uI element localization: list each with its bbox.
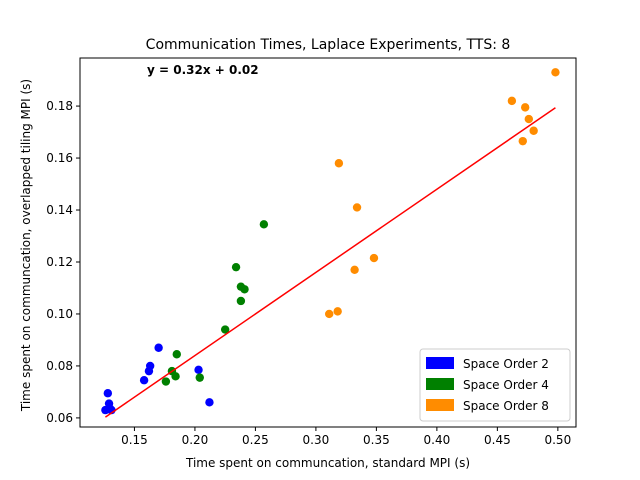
x-tick-label: 0.20 bbox=[182, 433, 209, 447]
data-point bbox=[518, 136, 527, 146]
y-tick-label: 0.16 bbox=[46, 151, 73, 165]
data-point bbox=[520, 103, 530, 112]
x-tick-label: 0.25 bbox=[242, 433, 269, 447]
data-point bbox=[195, 373, 204, 382]
data-point bbox=[231, 262, 241, 272]
y-tick-label: 0.10 bbox=[46, 307, 73, 321]
legend: Space Order 2 Space Order 4 Space Order 8 bbox=[419, 348, 571, 422]
y-tick-label: 0.08 bbox=[46, 359, 73, 373]
data-point bbox=[334, 159, 344, 168]
axes-frame bbox=[79, 57, 577, 428]
legend-swatch bbox=[426, 357, 454, 369]
data-point bbox=[350, 265, 359, 274]
data-point bbox=[205, 398, 214, 407]
chart-title: Communication Times, Laplace Experiments… bbox=[146, 37, 511, 53]
data-point bbox=[524, 114, 534, 124]
plot-area: 0.15 0.20 0.25 0.30 0.35 0.40 0.45 0.50 0.06 0.08… bbox=[46, 57, 577, 447]
legend-entry-label: Space Order 2 bbox=[463, 357, 549, 371]
data-point bbox=[236, 296, 246, 306]
series-2 bbox=[161, 220, 269, 386]
y-tick-label: 0.14 bbox=[46, 203, 73, 217]
data-point bbox=[259, 220, 269, 229]
x-tick-label: 0.50 bbox=[544, 433, 571, 447]
data-point bbox=[161, 377, 171, 386]
legend-box bbox=[419, 348, 571, 422]
y-axis-label: Time spent on communcation, overlapped t… bbox=[19, 79, 33, 412]
data-point bbox=[325, 309, 334, 319]
legend-entry-label: Space Order 8 bbox=[463, 399, 549, 413]
data-point bbox=[145, 361, 155, 371]
data-point bbox=[551, 68, 560, 77]
x-tick-label: 0.45 bbox=[484, 433, 511, 447]
data-point bbox=[139, 376, 149, 385]
legend-swatch bbox=[426, 378, 454, 390]
data-point bbox=[194, 365, 203, 375]
legend-swatch bbox=[426, 399, 454, 411]
data-point bbox=[529, 126, 538, 135]
data-point bbox=[369, 253, 379, 263]
data-point bbox=[352, 203, 362, 212]
x-tick-label: 0.40 bbox=[424, 433, 451, 447]
data-point bbox=[103, 389, 113, 398]
data-point bbox=[240, 285, 249, 294]
legend-entry-label: Space Order 4 bbox=[463, 378, 549, 392]
data-point bbox=[172, 350, 181, 359]
series-3 bbox=[325, 68, 560, 319]
data-point bbox=[154, 343, 163, 352]
fit-line bbox=[104, 107, 556, 418]
x-tick-label: 0.15 bbox=[121, 433, 148, 447]
fit-equation-annotation: y = 0.32x + 0.02 bbox=[147, 63, 259, 77]
y-tick-label: 0.18 bbox=[46, 99, 73, 113]
x-tick-label: 0.35 bbox=[363, 433, 390, 447]
data-point bbox=[171, 372, 180, 381]
x-axis-label: Time spent on communcation, standard MPI… bbox=[185, 456, 470, 470]
data-point bbox=[507, 96, 517, 106]
data-point bbox=[333, 307, 342, 316]
x-tick-label: 0.30 bbox=[303, 433, 330, 447]
y-tick-label: 0.12 bbox=[46, 255, 73, 269]
y-tick-label: 0.06 bbox=[46, 411, 73, 425]
data-point bbox=[220, 325, 230, 334]
